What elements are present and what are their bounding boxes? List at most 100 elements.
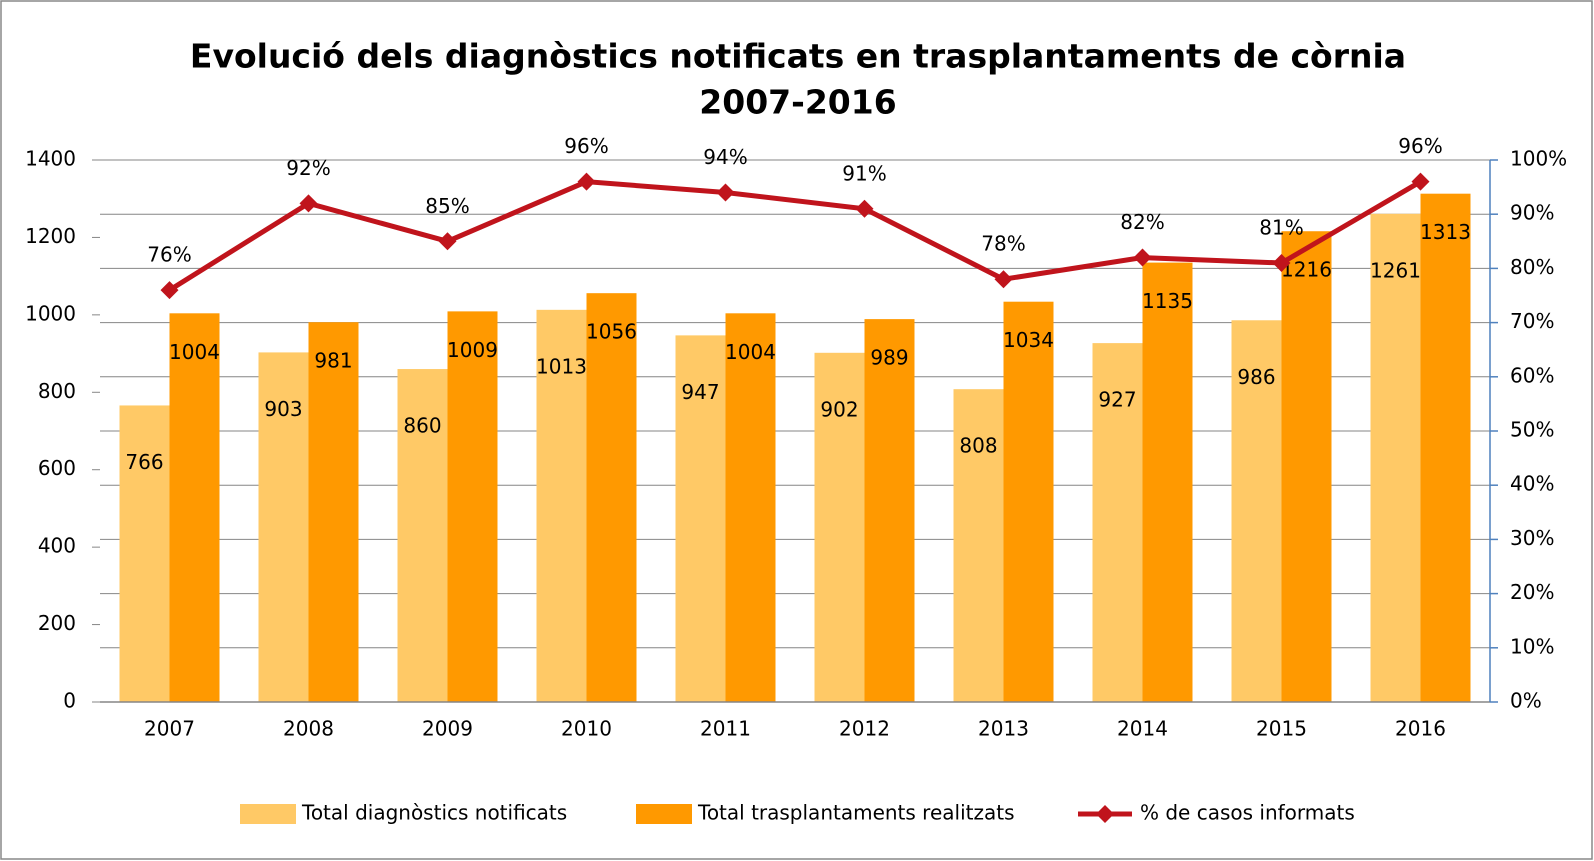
bar-value-label: 1261 <box>1370 258 1421 282</box>
y-tick-label: 1200 <box>25 224 76 248</box>
legend-marker <box>1096 805 1114 823</box>
y-tick-label: 400 <box>38 534 76 558</box>
bar <box>447 311 498 702</box>
bar <box>675 335 726 702</box>
bar <box>1281 231 1332 702</box>
y2-tick-label: 90% <box>1510 201 1554 225</box>
bar <box>864 319 915 702</box>
y2-tick-label: 10% <box>1510 634 1554 658</box>
y2-tick-label: 0% <box>1510 689 1542 713</box>
bar <box>258 352 309 702</box>
y2-tick-label: 30% <box>1510 526 1554 550</box>
y-tick-label: 1000 <box>25 301 76 325</box>
line-marker <box>855 199 874 218</box>
bar <box>586 293 637 702</box>
x-tick-label: 2011 <box>700 717 751 741</box>
bar <box>119 405 170 702</box>
bar-value-label: 860 <box>403 414 441 438</box>
line-marker <box>1133 248 1152 267</box>
bar <box>953 389 1004 702</box>
line-marker <box>438 232 457 251</box>
y2-tick-label: 20% <box>1510 580 1554 604</box>
bar-value-label: 1009 <box>447 338 498 362</box>
bar <box>169 313 220 702</box>
bar <box>1003 301 1054 702</box>
bar <box>1370 213 1421 702</box>
bar-value-label: 989 <box>870 346 908 370</box>
line-value-label: 94% <box>703 145 747 169</box>
line-marker <box>1411 172 1430 191</box>
x-tick-label: 2014 <box>1117 717 1168 741</box>
bar-value-label: 1034 <box>1003 328 1054 352</box>
bar-value-label: 902 <box>820 397 858 421</box>
bar <box>1092 343 1143 702</box>
bar-value-label: 1216 <box>1281 258 1332 282</box>
bar <box>397 369 448 702</box>
chart-title: 2007-2016 <box>699 83 896 122</box>
legend-swatch <box>636 804 692 824</box>
line-marker <box>1272 253 1291 272</box>
x-tick-label: 2016 <box>1395 717 1446 741</box>
line-marker <box>716 183 735 202</box>
x-tick-label: 2015 <box>1256 717 1307 741</box>
bar <box>308 322 359 702</box>
line-marker <box>160 281 179 300</box>
line-marker <box>994 270 1013 289</box>
y2-tick-label: 40% <box>1510 472 1554 496</box>
line-marker <box>577 172 596 191</box>
x-tick-label: 2008 <box>283 717 334 741</box>
bar-value-label: 1013 <box>536 354 587 378</box>
bar-value-label: 1313 <box>1420 220 1471 244</box>
y-tick-label: 800 <box>38 379 76 403</box>
line-value-label: 92% <box>286 156 330 180</box>
y2-tick-label: 50% <box>1510 418 1554 442</box>
y-tick-label: 200 <box>38 611 76 635</box>
bar <box>1231 320 1282 702</box>
chart-title: Evolució dels diagnòstics notificats en … <box>190 37 1406 76</box>
line-value-label: 96% <box>1398 134 1442 158</box>
bar <box>536 309 587 702</box>
y-tick-label: 0 <box>63 689 76 713</box>
bar <box>1142 262 1193 702</box>
line-marker <box>299 194 318 213</box>
bar-value-label: 986 <box>1237 365 1275 389</box>
bar-value-label: 1004 <box>725 340 776 364</box>
bar-value-label: 981 <box>314 349 352 373</box>
legend-label: % de casos informats <box>1140 801 1355 825</box>
x-tick-label: 2012 <box>839 717 890 741</box>
line-value-label: 78% <box>981 232 1025 256</box>
bar-value-label: 1004 <box>169 340 220 364</box>
line-value-label: 81% <box>1259 215 1303 239</box>
bar-value-label: 808 <box>959 434 997 458</box>
line-value-label: 96% <box>564 134 608 158</box>
line-value-label: 82% <box>1120 210 1164 234</box>
bar-value-label: 1056 <box>586 320 637 344</box>
bar <box>725 313 776 702</box>
line-value-label: 85% <box>425 194 469 218</box>
bar-value-label: 947 <box>681 380 719 404</box>
bar-value-label: 766 <box>125 450 163 474</box>
bar <box>1420 193 1471 702</box>
y-tick-label: 600 <box>38 456 76 480</box>
y2-tick-label: 70% <box>1510 309 1554 333</box>
bar-value-label: 1135 <box>1142 289 1193 313</box>
y2-tick-label: 60% <box>1510 363 1554 387</box>
legend-label: Total trasplantaments realitzats <box>697 801 1014 825</box>
bar-value-label: 903 <box>264 397 302 421</box>
line-series <box>168 179 1422 293</box>
legend-label: Total diagnòstics notificats <box>301 801 567 825</box>
x-tick-label: 2009 <box>422 717 473 741</box>
y2-tick-label: 80% <box>1510 255 1554 279</box>
line-value-label: 91% <box>842 161 886 185</box>
y2-tick-label: 100% <box>1510 147 1567 171</box>
x-tick-label: 2007 <box>144 717 195 741</box>
line-value-label: 76% <box>147 243 191 267</box>
legend-swatch <box>240 804 296 824</box>
bar <box>814 352 865 702</box>
x-tick-label: 2010 <box>561 717 612 741</box>
x-tick-label: 2013 <box>978 717 1029 741</box>
y-tick-label: 1400 <box>25 147 76 171</box>
bar-value-label: 927 <box>1098 388 1136 412</box>
